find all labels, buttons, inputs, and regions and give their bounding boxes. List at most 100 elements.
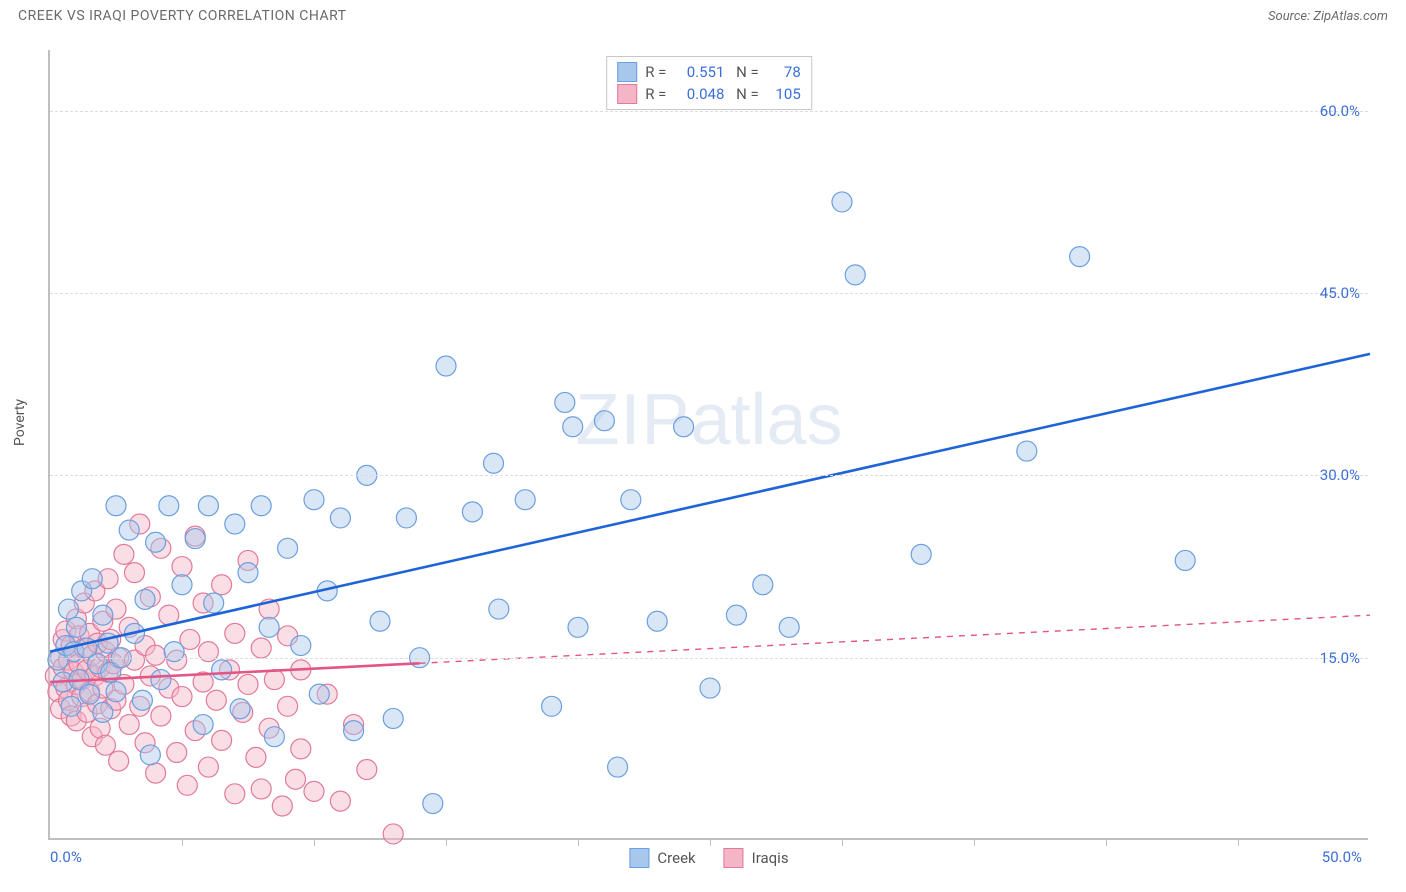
data-point [423,794,443,814]
x-tick [578,838,579,846]
x-tick [1106,838,1107,846]
bottom-legend: Creek Iraqis [629,848,788,868]
data-point [198,496,218,516]
data-point [383,708,403,728]
data-point [106,496,126,516]
legend-label: Iraqis [752,849,789,867]
data-point [911,544,931,564]
data-point [832,192,852,212]
data-point [1175,550,1195,570]
data-point [212,660,232,680]
data-point [212,730,232,750]
data-point [753,575,773,595]
data-point [106,682,126,702]
legend-swatch [617,62,637,82]
data-point [58,599,78,619]
data-point [608,757,628,777]
x-tick-label: 50.0% [1322,848,1362,866]
legend-label: Creek [657,849,695,867]
data-point [172,557,192,577]
data-point [172,687,192,707]
data-point [330,791,350,811]
data-point [146,763,166,783]
x-tick [446,838,447,846]
x-tick-label: 0.0% [50,848,82,866]
data-point [304,781,324,801]
stat-N-value: 105 [767,85,801,103]
data-point [206,690,226,710]
data-point [1070,247,1090,267]
stat-R-value: 0.048 [674,85,724,103]
data-point [135,589,155,609]
data-point [621,490,641,510]
data-point [61,696,81,716]
data-point [204,593,224,613]
stat-N-label: N = [732,85,758,103]
data-point [151,706,171,726]
data-point [563,417,583,437]
stat-R-label: R = [645,63,666,81]
legend-swatch [724,848,744,868]
stat-R-label: R = [645,85,666,103]
data-point [246,747,266,767]
data-point [124,563,144,583]
data-point [225,784,245,804]
data-point [264,670,284,690]
legend-swatch [629,848,649,868]
data-point [251,779,271,799]
y-tick-label: 15.0% [1320,649,1360,667]
data-point [1017,441,1037,461]
data-point [93,605,113,625]
data-point [119,520,139,540]
data-point [291,739,311,759]
data-point [542,696,562,716]
data-point [436,356,456,376]
data-point [344,721,364,741]
data-point [140,745,160,765]
data-point [225,514,245,534]
legend-stat-row: R =0.551 N =78 [617,61,801,83]
data-point [647,611,667,631]
data-point [330,508,350,528]
data-point [230,699,250,719]
data-point [272,796,292,816]
data-point [185,529,205,549]
data-point [357,760,377,780]
gridline [50,293,1368,294]
stat-N-label: N = [732,63,758,81]
trend-line [50,354,1370,652]
bottom-legend-item: Creek [629,848,695,868]
data-point [95,735,115,755]
y-tick-label: 30.0% [1320,466,1360,484]
y-tick-label: 60.0% [1320,102,1360,120]
data-point [114,544,134,564]
x-tick [710,838,711,846]
legend-stat-row: R = 0.048 N = 105 [617,83,801,105]
data-point [291,636,311,656]
gridline [50,111,1368,112]
data-point [515,490,535,510]
data-point [80,684,100,704]
x-tick [182,838,183,846]
data-point [309,684,329,704]
data-point [594,411,614,431]
data-point [146,645,166,665]
data-point [177,775,197,795]
data-point [845,265,865,285]
data-point [278,696,298,716]
scatter-svg [50,50,1368,838]
data-point [370,611,390,631]
data-point [286,769,306,789]
data-point [674,417,694,437]
data-point [238,674,258,694]
gridline [50,658,1368,659]
data-point [700,678,720,698]
data-point [132,690,152,710]
data-point [238,563,258,583]
data-point [304,490,324,510]
chart-plot-area: ZIPatlas R =0.551 N =78R =0.048 N =105 C… [48,50,1368,840]
chart-header: CREEK VS IRAQI POVERTY CORRELATION CHART… [0,0,1406,30]
x-tick [974,838,975,846]
data-point [259,617,279,637]
stat-R-value: 0.551 [674,63,724,81]
